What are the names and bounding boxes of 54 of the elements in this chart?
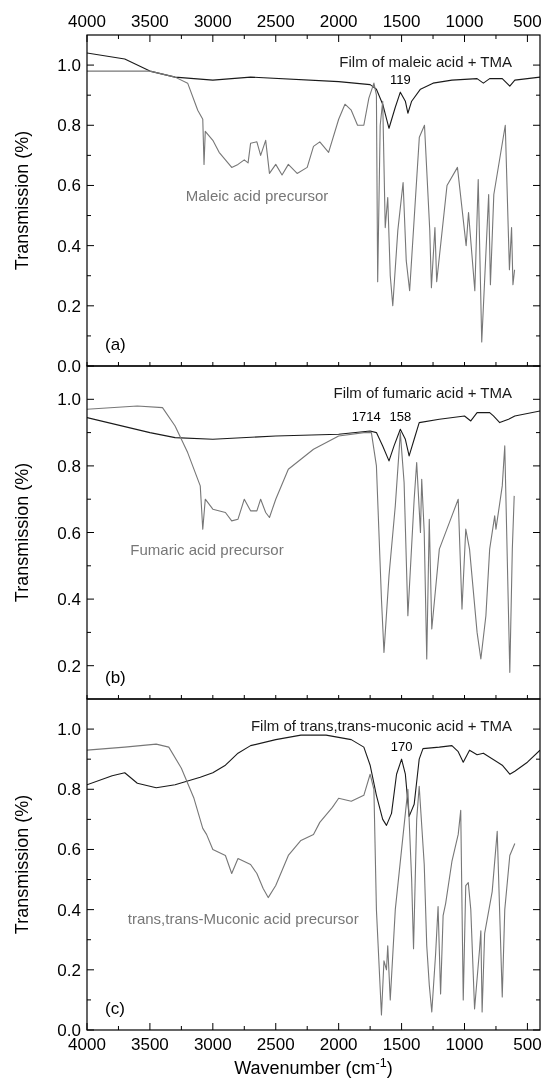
x2-tick-label: 4000 <box>68 12 106 31</box>
x-tick-label: 3500 <box>131 1035 169 1054</box>
x2-tick-label: 2000 <box>319 12 358 31</box>
annotation: 170 <box>390 739 413 755</box>
annotation: 158 <box>389 409 412 425</box>
x-axis-title: Wavenumber (cm$^{-1}$) <box>234 1056 393 1078</box>
x-tick-label: 500 <box>513 1035 542 1054</box>
x-tick-label: 1000 <box>445 1035 484 1054</box>
y-tick-label: 0.8 <box>57 456 81 476</box>
x2-tick-label: 1000 <box>445 12 484 31</box>
x-tick-label: 1500 <box>382 1035 421 1054</box>
y-axis-title: Transmission (%) <box>12 462 32 603</box>
x2-tick-label: 500 <box>513 12 542 31</box>
x-tick-label: 4000 <box>68 1035 106 1054</box>
y-axis-title: Transmission (%) <box>12 794 32 935</box>
series-label: Film of fumaric acid + TMA <box>333 384 512 401</box>
y-tick-label: 0.2 <box>57 960 81 980</box>
series-label: Fumaric acid precursor <box>130 541 284 559</box>
x2-tick-label: 3000 <box>193 12 232 31</box>
line-series <box>87 52 540 129</box>
y-tick-label: 0.4 <box>57 590 81 610</box>
line-series <box>87 743 516 1016</box>
y-tick-label: 0.2 <box>57 656 81 676</box>
annotation: (c) <box>105 999 125 1018</box>
annotation: (a) <box>105 335 126 354</box>
y-tick-label: 0.4 <box>57 236 81 256</box>
y-tick-label: 0.8 <box>57 780 81 800</box>
annotation: 1714 <box>351 409 381 425</box>
x-tick-label: 3000 <box>193 1035 232 1054</box>
x2-tick-label: 3500 <box>131 12 169 31</box>
annotation: 119 <box>389 72 411 88</box>
y-axis-title: Transmission (%) <box>12 130 32 271</box>
series-label: Film of trans,trans-muconic acid + TMA <box>250 717 512 734</box>
line-series <box>87 405 515 673</box>
y-tick-label: 0.2 <box>57 296 81 316</box>
y-tick-label: 0.8 <box>57 116 81 136</box>
line-series <box>87 410 540 462</box>
series-label: trans,trans-Muconic acid precursor <box>127 909 359 927</box>
series-label: Film of maleic acid + TMA <box>339 53 512 70</box>
x-tick-label: 2000 <box>319 1035 358 1054</box>
y-tick-label: 1.0 <box>57 390 81 410</box>
annotation: (b) <box>105 668 126 687</box>
y-tick-label: 1.0 <box>57 56 81 76</box>
y-tick-label: 0.6 <box>57 176 81 196</box>
y-tick-label: 0.6 <box>57 840 81 860</box>
y-tick-label: 1.0 <box>57 720 81 740</box>
y-tick-label: 0.0 <box>57 357 81 376</box>
y-tick-label: 0.4 <box>57 900 81 920</box>
y-tick-label: 0.6 <box>57 523 81 543</box>
line-series <box>87 734 540 826</box>
x-tick-label: 2500 <box>256 1035 295 1054</box>
x2-tick-label: 2500 <box>256 12 295 31</box>
series-label: Maleic acid precursor <box>185 186 329 204</box>
x2-tick-label: 1500 <box>382 12 421 31</box>
